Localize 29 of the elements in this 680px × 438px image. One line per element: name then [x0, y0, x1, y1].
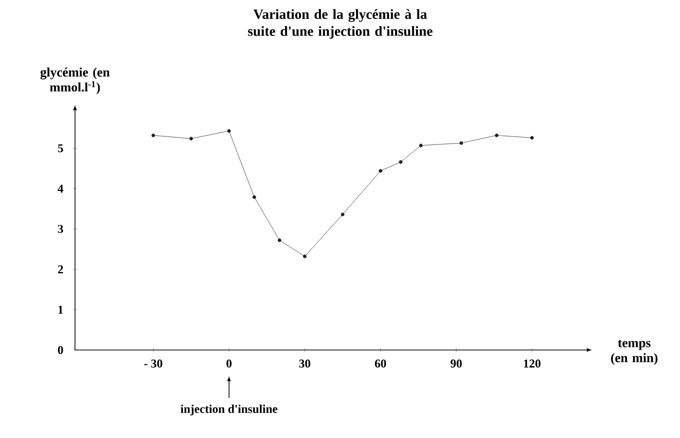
point — [227, 129, 231, 133]
point — [302, 254, 307, 258]
point — [278, 238, 282, 242]
y-tick-label: 3 — [58, 224, 64, 233]
point — [151, 134, 156, 138]
y-axis-title: glycémie (en mmol.l$^{-1}$) — [40, 67, 110, 94]
point — [189, 136, 193, 140]
x-tick-label: 60 — [374, 360, 386, 368]
y-tick-label: 2 — [58, 265, 63, 274]
point — [340, 212, 344, 216]
x-tick-label: 0 — [226, 360, 232, 368]
x-axis-title: temps (en min) — [611, 340, 658, 365]
point — [460, 141, 464, 145]
text: injection d'insuline — [180, 404, 278, 416]
x-tick-label: - 30 — [144, 360, 162, 368]
point — [494, 134, 498, 138]
chart-title: Variation de la glycémie à la suite d'une injection d'insuline — [248, 9, 432, 39]
point — [378, 169, 382, 173]
x-tick-label: 90 — [450, 360, 462, 368]
point — [398, 160, 403, 164]
point — [530, 136, 534, 140]
y-tick-label: 1 — [58, 306, 63, 314]
y-tick-label: 5 — [58, 144, 64, 152]
x-tick-label: 30 — [299, 360, 310, 368]
y-tick-label: 4 — [58, 184, 64, 193]
point — [252, 195, 256, 199]
x-tick-label: 120 — [524, 360, 540, 368]
point — [419, 144, 423, 148]
y-tick-label: 0 — [58, 346, 64, 354]
